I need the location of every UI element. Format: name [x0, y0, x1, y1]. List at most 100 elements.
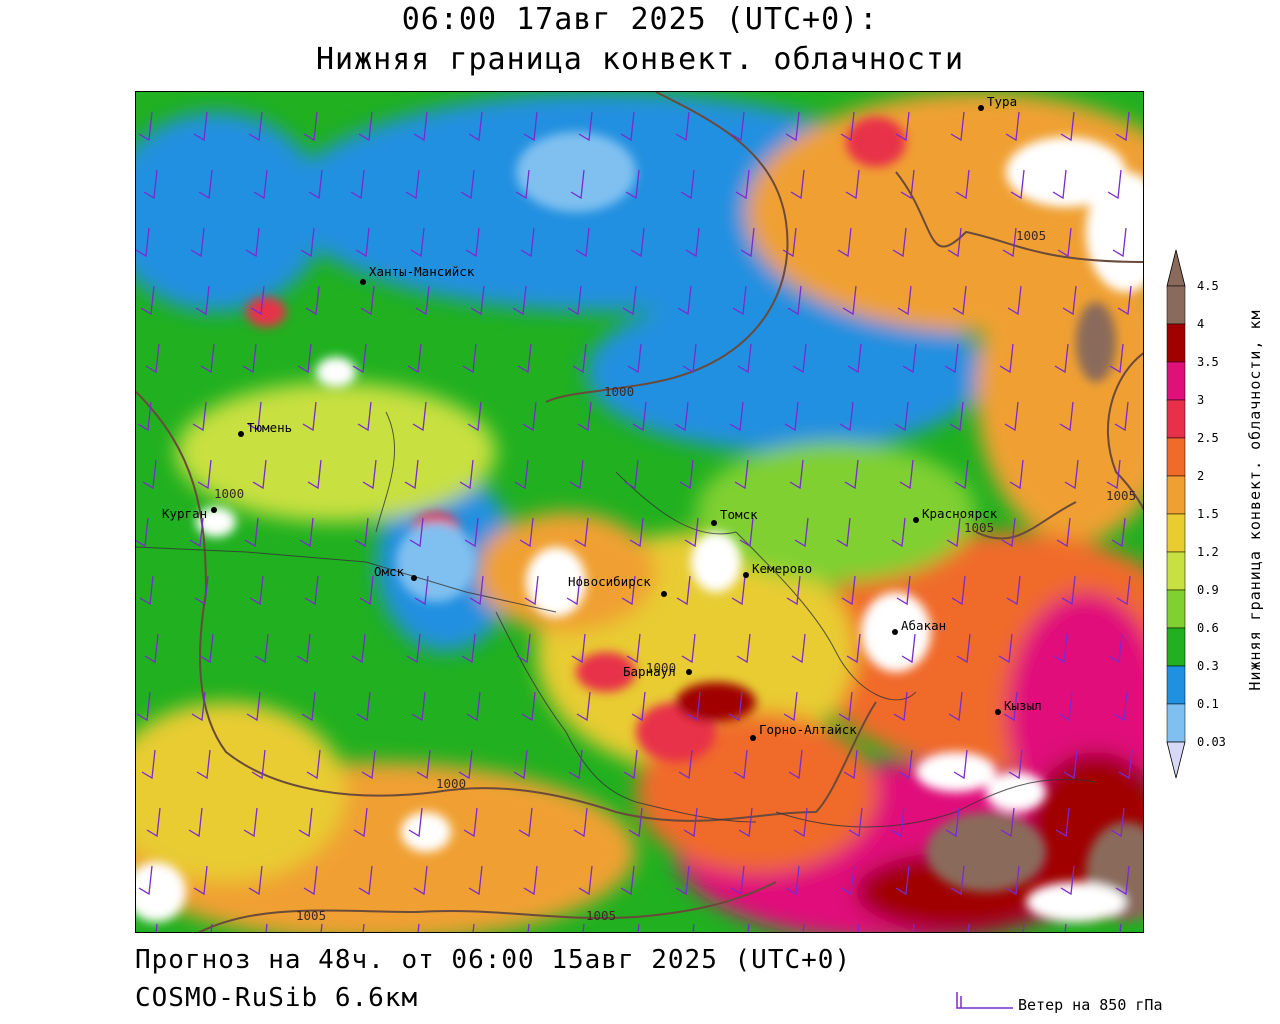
wind-barb — [678, 749, 693, 780]
wind-barb — [625, 169, 640, 200]
wind-barb — [248, 865, 263, 896]
wind-barb — [191, 691, 206, 722]
wind-barb — [244, 517, 259, 548]
wind-barb — [404, 459, 419, 490]
wind-barb — [298, 807, 313, 838]
wind-barb — [951, 575, 966, 606]
colorbar-swatch — [1166, 361, 1186, 401]
wind-barb — [896, 575, 911, 606]
boundary-khakassia — [735, 531, 917, 701]
map-canvas: 1005 1000 1000 1005 1005 1000 1000 1005 1005 Тур… — [136, 92, 1143, 932]
wind-barb — [954, 459, 969, 490]
wind-barb — [352, 343, 367, 374]
colorbar-swatch — [1166, 551, 1186, 591]
wind-barb — [631, 691, 646, 722]
wind-barb — [515, 169, 530, 200]
isobar-label: 1005 — [1016, 228, 1046, 243]
wind-barb — [574, 517, 589, 548]
wind-barb — [629, 517, 644, 548]
isobar-1005-south — [197, 881, 777, 932]
wind-barb — [517, 343, 532, 374]
wind-barb — [362, 459, 377, 490]
colorbar-max-arrow — [1166, 249, 1186, 287]
wind-barb — [460, 169, 475, 200]
wind-barb — [138, 111, 153, 142]
wind-barb — [1112, 227, 1127, 258]
colorbar-swatch — [1166, 285, 1186, 325]
wind-barb-legend-icon — [956, 992, 1013, 1009]
colorbar-swatch — [1166, 399, 1186, 439]
wind-barb — [1007, 285, 1022, 316]
city-label: Кемерово — [752, 561, 812, 576]
wind-legend-label: Ветер на 850 гПа — [1018, 996, 1163, 1014]
wind-barb — [572, 343, 587, 374]
wind-barb — [245, 227, 260, 258]
wind-barb — [838, 691, 853, 722]
wind-barb — [307, 459, 322, 490]
wind-barb — [193, 111, 208, 142]
wind-barb — [306, 749, 321, 780]
wind-barb — [842, 285, 857, 316]
wind-barb — [520, 227, 535, 258]
wind-barb — [571, 633, 586, 664]
wind-barb — [1005, 111, 1020, 142]
wind-barb — [138, 865, 153, 896]
wind-barb — [416, 749, 431, 780]
city-label: Томск — [720, 507, 758, 522]
wind-barb — [1111, 517, 1126, 548]
wind-barb — [198, 169, 213, 200]
wind-barb — [566, 575, 581, 606]
wind-barb — [792, 343, 807, 374]
city-markers: Тура Ханты-Мансийск Тюмень Курган Омск Новоси… — [162, 94, 1042, 741]
wind-barb — [136, 227, 150, 258]
wind-barb — [1009, 459, 1024, 490]
wind-barb — [998, 633, 1013, 664]
wind-barb — [516, 633, 531, 664]
colorbar-swatch — [1166, 627, 1186, 667]
colorbar-tick-label: 4.5 — [1197, 279, 1219, 293]
city-marker — [211, 507, 217, 513]
wind-barb — [242, 343, 257, 374]
wind-barb — [356, 691, 371, 722]
wind-barb — [1062, 285, 1077, 316]
colorbar-tick-label: 0.3 — [1197, 659, 1219, 673]
wind-barb — [199, 633, 214, 664]
wind-barb — [1057, 227, 1072, 258]
cloud-base-field — [136, 92, 1143, 932]
wind-barb — [682, 343, 697, 374]
wind-barb — [684, 517, 699, 548]
wind-barb — [620, 865, 635, 896]
wind-barb — [513, 749, 528, 780]
wind-barb — [898, 749, 913, 780]
isobar-label: 1000 — [646, 660, 676, 675]
wind-barb — [739, 517, 754, 548]
wind-barb — [680, 169, 695, 200]
city-marker — [743, 572, 749, 578]
wind-barb — [1115, 865, 1130, 896]
wind-barb — [194, 575, 209, 606]
wind-barb — [303, 111, 318, 142]
isobar-label: 1000 — [436, 776, 466, 791]
wind-barb — [736, 633, 751, 664]
wind-barb — [621, 575, 636, 606]
colorbar-swatch — [1166, 323, 1186, 363]
wind-barb — [522, 401, 537, 432]
wind-barb — [1109, 343, 1124, 374]
wind-barb — [578, 865, 593, 896]
colorbar-tick-label: 3 — [1197, 393, 1204, 407]
wind-barb — [350, 169, 365, 200]
wind-barb — [836, 517, 851, 548]
wind-barb — [463, 807, 478, 838]
wind-barb — [791, 633, 806, 664]
wind-barb — [790, 169, 805, 200]
wind-barb — [575, 227, 590, 258]
wind-barb — [944, 343, 959, 374]
wind-barb — [136, 517, 149, 548]
wind-barb — [1060, 865, 1075, 896]
wind-barb — [415, 285, 430, 316]
wind-barb — [1003, 691, 1018, 722]
wind-barb — [353, 807, 368, 838]
colorbar-tick-label: 2 — [1197, 469, 1204, 483]
wind-barb — [1053, 633, 1068, 664]
wind-barb — [1000, 807, 1015, 838]
